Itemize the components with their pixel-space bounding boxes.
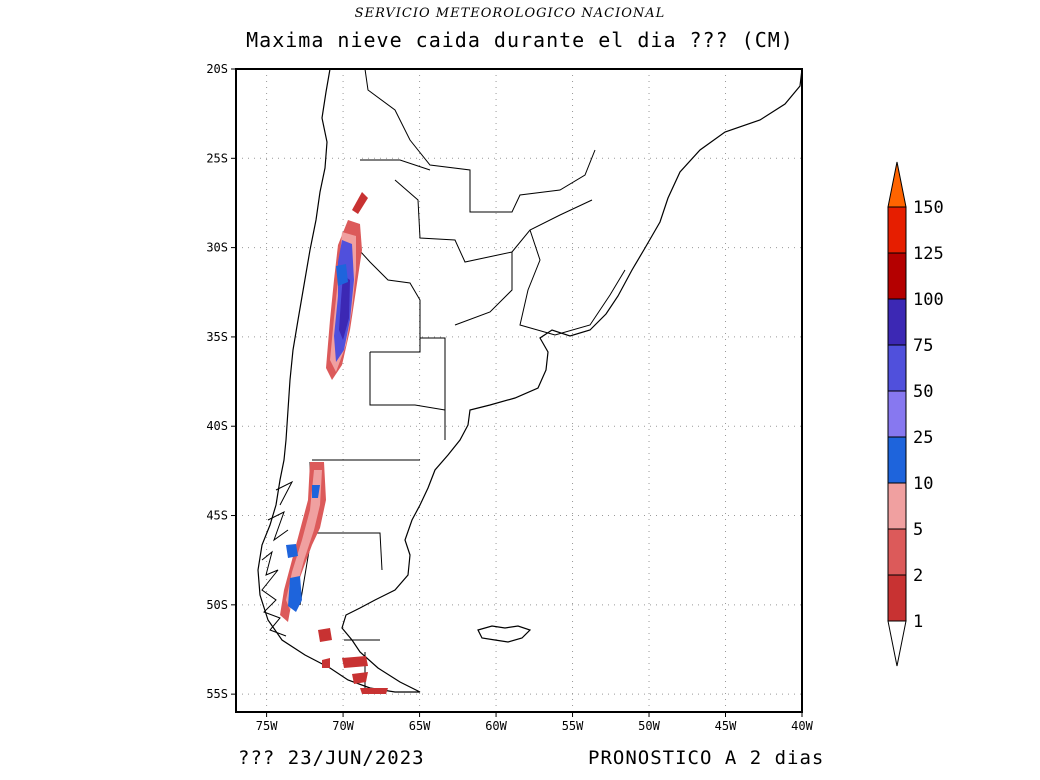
legend-swatch — [887, 298, 907, 346]
lat-label: 25S — [206, 151, 228, 165]
lon-label: 55W — [562, 719, 584, 733]
legend-swatch — [887, 436, 907, 484]
legend-swatch — [887, 344, 907, 392]
legend-swatch — [887, 252, 907, 300]
longitude-labels: 75W 70W 65W 60W 55W 50W 45W 40W — [256, 712, 814, 733]
legend-label: 100 — [913, 290, 944, 310]
legend-swatch — [887, 482, 907, 530]
grid-lines — [236, 68, 803, 712]
lat-label: 45S — [206, 509, 228, 523]
legend-top-arrow — [887, 161, 907, 208]
color-legend: 150 125 100 75 50 25 10 5 2 1 — [887, 161, 944, 667]
lat-label: 50S — [206, 598, 228, 612]
lon-label: 60W — [485, 719, 507, 733]
snowfall-contours — [280, 192, 388, 694]
latitude-labels: 20S 25S 30S 35S 40S 45S 50S 55S — [206, 62, 236, 701]
legend-swatch — [887, 390, 907, 438]
legend-label: 25 — [913, 428, 933, 448]
agency-title: SERVICIO METEOROLOGICO NACIONAL — [354, 6, 666, 21]
lon-label: 50W — [638, 719, 660, 733]
map-frame — [235, 68, 803, 713]
footer-forecast: PRONOSTICO A 2 dias — [588, 747, 825, 769]
lat-label: 40S — [206, 419, 228, 433]
map-title: Maxima nieve caida durante el dia ??? (C… — [246, 28, 794, 52]
legend-label: 150 — [913, 198, 944, 218]
fjords — [261, 480, 294, 637]
legend-label: 5 — [913, 520, 923, 540]
legend-label: 50 — [913, 382, 933, 402]
lon-label: 65W — [409, 719, 431, 733]
legend-swatch — [887, 528, 907, 576]
lat-label: 20S — [206, 62, 228, 76]
lat-label: 35S — [206, 330, 228, 344]
lat-label: 55S — [206, 687, 228, 701]
lat-label: 30S — [206, 241, 228, 255]
lon-label: 75W — [256, 719, 278, 733]
province-borders — [299, 69, 626, 690]
lon-label: 70W — [332, 719, 354, 733]
legend-swatch — [887, 206, 907, 254]
legend-label: 2 — [913, 566, 923, 586]
legend-label: 10 — [913, 474, 933, 494]
legend-label: 125 — [913, 244, 944, 264]
footer-date: ??? 23/JUN/2023 — [238, 747, 425, 769]
lon-label: 45W — [715, 719, 737, 733]
legend-swatch — [887, 574, 907, 622]
coastline — [257, 69, 802, 693]
map-area — [257, 69, 802, 694]
falkland-islands — [477, 625, 532, 643]
legend-label: 75 — [913, 336, 933, 356]
legend-bottom-arrow — [887, 620, 907, 667]
lon-label: 40W — [791, 719, 813, 733]
legend-label: 1 — [913, 612, 923, 632]
